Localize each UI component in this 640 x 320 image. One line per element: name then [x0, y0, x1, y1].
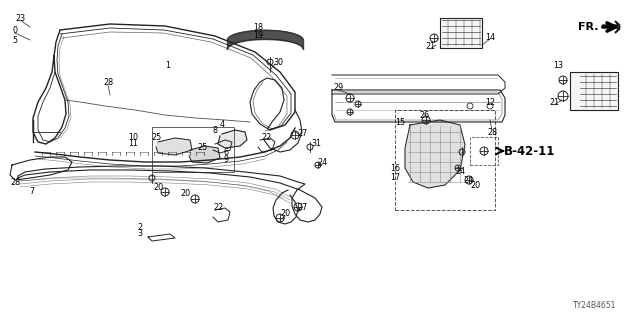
Text: 23: 23	[15, 13, 25, 22]
Text: 16: 16	[390, 164, 400, 172]
Text: 27: 27	[297, 203, 307, 212]
Text: B-42-11: B-42-11	[504, 145, 556, 157]
Text: 31: 31	[311, 139, 321, 148]
Text: 11: 11	[128, 139, 138, 148]
Text: 2: 2	[138, 222, 143, 231]
Text: 8: 8	[212, 125, 218, 134]
Text: 21: 21	[425, 42, 435, 51]
Text: 27: 27	[297, 129, 307, 138]
Text: 29: 29	[333, 83, 343, 92]
Text: 28: 28	[103, 77, 113, 86]
Text: 28: 28	[487, 127, 497, 137]
Text: 21: 21	[549, 98, 559, 107]
Text: 1: 1	[166, 60, 170, 69]
Polygon shape	[218, 130, 247, 148]
Text: 25: 25	[151, 132, 161, 141]
Text: FR.: FR.	[578, 22, 598, 32]
Text: 13: 13	[553, 60, 563, 69]
Text: 12: 12	[485, 98, 495, 107]
Polygon shape	[156, 138, 192, 155]
Text: TY24B4651: TY24B4651	[573, 301, 617, 310]
Text: 10: 10	[128, 132, 138, 141]
Text: 26: 26	[419, 110, 429, 119]
Text: 5: 5	[12, 36, 17, 44]
Text: 30: 30	[273, 58, 283, 67]
Polygon shape	[405, 120, 465, 188]
Text: 4: 4	[220, 119, 225, 129]
Text: 20: 20	[180, 189, 190, 198]
Text: 3: 3	[138, 229, 143, 238]
Text: 20: 20	[470, 180, 480, 189]
Text: 24: 24	[317, 157, 327, 166]
Text: 6: 6	[223, 148, 228, 156]
Text: 18: 18	[253, 22, 263, 31]
Text: 7: 7	[29, 188, 35, 196]
Polygon shape	[189, 146, 220, 163]
Text: 22: 22	[213, 204, 223, 212]
FancyBboxPatch shape	[440, 18, 482, 48]
Text: 28: 28	[10, 178, 20, 187]
Text: 24: 24	[455, 166, 465, 175]
Text: 17: 17	[390, 172, 400, 181]
Text: 20: 20	[280, 209, 290, 218]
Text: 0: 0	[13, 26, 17, 35]
Text: 19: 19	[253, 30, 263, 39]
Text: 14: 14	[485, 33, 495, 42]
Polygon shape	[602, 21, 620, 33]
Text: 20: 20	[153, 182, 163, 191]
Text: 9: 9	[223, 155, 228, 164]
Text: 25: 25	[198, 142, 208, 151]
Text: 22: 22	[261, 132, 271, 141]
Text: 15: 15	[395, 117, 405, 126]
FancyBboxPatch shape	[570, 72, 618, 110]
Text: 24: 24	[463, 175, 473, 185]
